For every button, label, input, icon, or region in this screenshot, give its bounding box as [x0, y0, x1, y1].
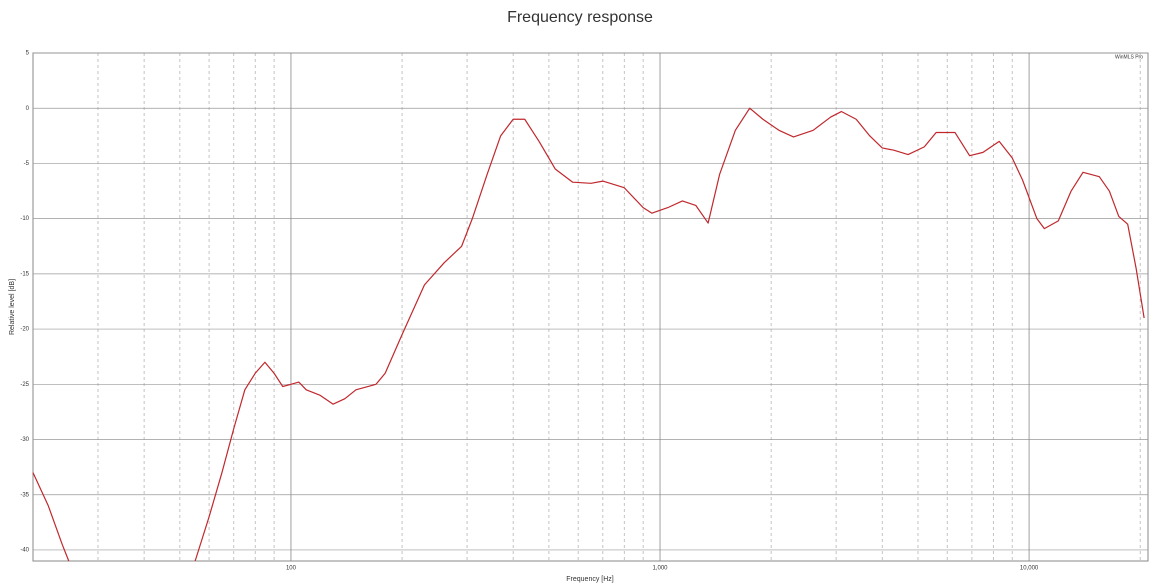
y-tick-label: -10 — [20, 216, 29, 222]
response-line — [32, 107, 1145, 562]
y-tick-label: 0 — [26, 106, 30, 112]
y-tick-label: -25 — [20, 382, 29, 388]
y-tick-label: -15 — [20, 271, 29, 277]
y-tick-label: -20 — [20, 327, 29, 333]
y-tick-label: -5 — [24, 161, 30, 167]
y-tick-label: 5 — [26, 51, 30, 57]
plot-frame — [32, 52, 1149, 562]
x-tick-label: 100 — [286, 566, 297, 572]
y-tick-label: -40 — [20, 548, 29, 554]
y-tick-label: -35 — [20, 492, 29, 498]
chart-title: Frequency response — [507, 9, 653, 26]
x-tick-label: 10,000 — [1020, 566, 1039, 572]
y-tick-label: -30 — [20, 437, 29, 443]
x-tick-label: 1,000 — [653, 566, 669, 572]
x-axis-label: Frequency [Hz] — [566, 576, 614, 583]
annotation: WinMLS Pro — [1115, 54, 1143, 60]
y-axis-label: Relative level [dB] — [9, 279, 16, 335]
